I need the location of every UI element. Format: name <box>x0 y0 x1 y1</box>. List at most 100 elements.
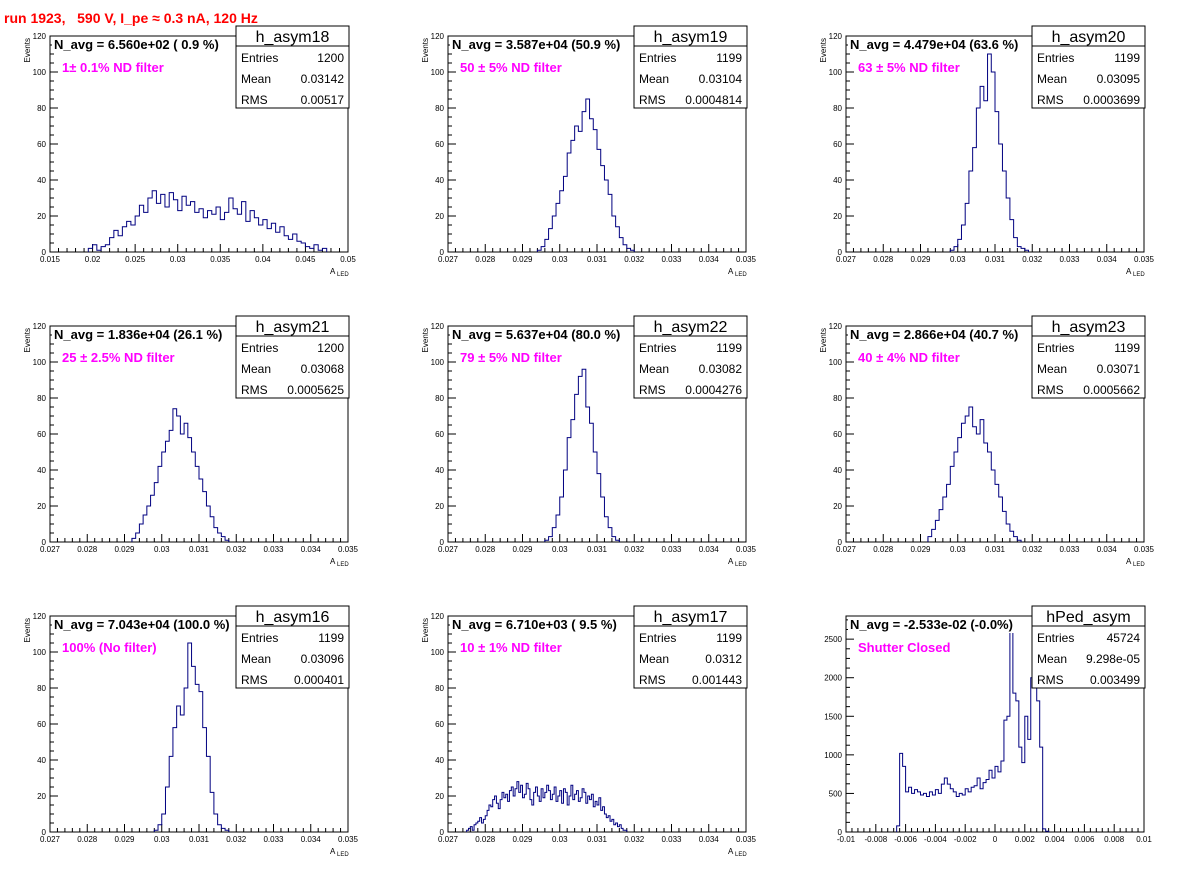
x-tick-label: 0.035 <box>1134 255 1155 264</box>
stat-entries-value: 1199 <box>1114 341 1140 355</box>
histogram-name: h_asym19 <box>654 29 728 46</box>
navg-box <box>52 327 266 343</box>
filter-label: 10 ± 1% ND filter <box>460 640 562 655</box>
stat-entries-label: Entries <box>1037 51 1074 65</box>
stat-mean-value: 0.03068 <box>301 362 345 376</box>
x-tick-label: 0.034 <box>301 545 322 554</box>
y-tick-label: 0 <box>440 538 445 547</box>
stat-rms-label: RMS <box>1037 93 1064 107</box>
x-tick-label: 0.035 <box>210 255 231 264</box>
histogram-panel-h_asym16: 0 20 40 60 80 100 120 0.027 0.028 0.029 0.03 0.031 0… <box>23 605 359 858</box>
y-tick-label: 40 <box>435 176 444 185</box>
x-tick-label: 0.032 <box>1022 255 1043 264</box>
x-tick-label: 0.04 <box>255 255 271 264</box>
navg-box <box>450 327 664 343</box>
x-tick-label: 0.029 <box>910 255 931 264</box>
stat-rms-label: RMS <box>639 93 666 107</box>
y-tick-label: 20 <box>37 502 46 511</box>
y-axis-title: Events <box>819 328 828 352</box>
x-tick-label: 0 <box>993 835 998 844</box>
stat-entries-value: 1199 <box>716 51 742 65</box>
stat-entries-label: Entries <box>241 341 278 355</box>
histogram-outline <box>131 408 230 542</box>
y-tick-label: 60 <box>435 430 444 439</box>
histogram-name: h_asym18 <box>256 29 330 46</box>
x-tick-label: 0.015 <box>40 255 61 264</box>
stats-frame <box>1031 315 1146 399</box>
x-tick-label: 0.028 <box>475 545 496 554</box>
stat-entries-value: 1200 <box>317 51 344 65</box>
y-tick-label: 80 <box>37 394 46 403</box>
x-tick-label: 0.034 <box>301 835 322 844</box>
stats-frame <box>633 25 748 109</box>
stats-frame <box>235 605 350 689</box>
x-tick-label: 0.027 <box>40 545 61 554</box>
x-tick-label: 0.035 <box>1134 545 1155 554</box>
histogram-outline <box>466 781 628 832</box>
navg-label: N_avg = 6.560e+02 ( 0.9 %) <box>54 37 219 52</box>
y-tick-label: 100 <box>829 68 843 77</box>
y-tick-label: 100 <box>431 358 445 367</box>
x-tick-label: -0.006 <box>894 835 917 844</box>
stat-entries-label: Entries <box>241 631 278 645</box>
y-tick-label: 120 <box>829 322 843 331</box>
y-axis-title: Events <box>819 38 828 62</box>
stat-mean-label: Mean <box>639 72 669 86</box>
x-axis-title: A LED <box>728 267 747 278</box>
y-tick-label: 120 <box>431 612 445 621</box>
y-tick-label: 60 <box>833 430 842 439</box>
histogram-name: h_asym23 <box>1052 319 1126 336</box>
filter-label: 1± 0.1% ND filter <box>62 60 164 75</box>
y-tick-label: 20 <box>37 212 46 221</box>
y-axis-title: Events <box>23 328 32 352</box>
y-axis-title: Events <box>23 38 32 62</box>
stat-entries-label: Entries <box>639 51 676 65</box>
x-tick-label: 0.05 <box>340 255 356 264</box>
stat-mean-label: Mean <box>1037 652 1067 666</box>
navg-label: N_avg = 7.043e+04 (100.0 %) <box>54 617 230 632</box>
y-axis-title: Events <box>23 618 32 642</box>
stats-box: h_asym19 Entries 1199 Mean 0.03104 RMS 0.00048… <box>633 25 748 109</box>
x-tick-label: 0.034 <box>699 255 720 264</box>
x-tick-label: 0.034 <box>1097 545 1118 554</box>
y-tick-label: 40 <box>833 466 842 475</box>
x-tick-label: 0.031 <box>189 835 210 844</box>
histogram-panel-h_asym17: 0 20 40 60 80 100 120 0.027 0.028 0.029 0.03 0.031 0… <box>421 605 757 858</box>
y-tick-label: 40 <box>435 466 444 475</box>
stat-mean-label: Mean <box>241 362 271 376</box>
stat-entries-value: 1199 <box>716 631 742 645</box>
y-tick-label: 80 <box>37 684 46 693</box>
stat-entries-value: 1199 <box>1114 51 1140 65</box>
stat-rms-value: 0.001443 <box>692 673 742 687</box>
navg-label: N_avg = -2.533e-02 (-0.0%) <box>850 617 1013 632</box>
stat-rms-value: 0.000401 <box>294 673 344 687</box>
navg-box <box>450 37 664 53</box>
histogram-outline <box>153 642 230 832</box>
stat-rms-label: RMS <box>241 93 268 107</box>
histogram-name: h_asym20 <box>1052 29 1126 46</box>
x-tick-label: 0.028 <box>475 255 496 264</box>
stats-box: h_asym20 Entries 1199 Mean 0.03095 RMS 0.00036… <box>1031 25 1146 109</box>
x-tick-label: 0.027 <box>40 835 61 844</box>
y-tick-label: 0 <box>440 248 445 257</box>
histogram-outline <box>536 98 635 252</box>
stat-entries-label: Entries <box>1037 631 1074 645</box>
y-tick-label: 100 <box>33 648 47 657</box>
x-tick-label: 0.029 <box>910 545 931 554</box>
y-tick-label: 0 <box>42 538 47 547</box>
filter-label: 25 ± 2.5% ND filter <box>62 350 175 365</box>
y-tick-label: 20 <box>435 792 444 801</box>
stat-mean-value: 9.298e-05 <box>1086 652 1140 666</box>
x-tick-label: 0.028 <box>475 835 496 844</box>
y-tick-label: 20 <box>833 502 842 511</box>
x-tick-label: 0.03 <box>170 255 186 264</box>
stats-box: h_asym17 Entries 1199 Mean 0.0312 RMS 0.001443 <box>633 605 748 689</box>
filter-label: 40 ± 4% ND filter <box>858 350 960 365</box>
y-tick-label: 120 <box>33 612 47 621</box>
stats-box: h_asym16 Entries 1199 Mean 0.03096 RMS 0.00040… <box>235 605 350 689</box>
y-tick-label: 80 <box>833 104 842 113</box>
stat-mean-label: Mean <box>241 72 271 86</box>
y-tick-label: 60 <box>435 140 444 149</box>
y-tick-label: 0 <box>838 828 843 837</box>
